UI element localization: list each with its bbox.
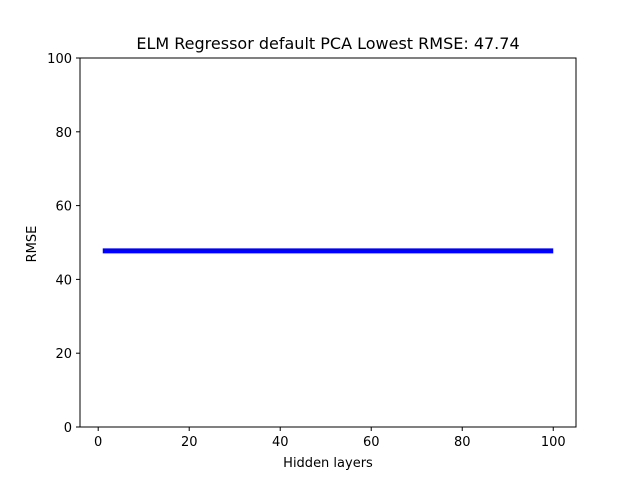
x-axis: 0 20 40 60 80 100 [94,427,566,450]
y-tick-label: 60 [55,200,72,215]
x-tick-label: 40 [272,435,289,450]
y-tick-label: 40 [55,273,72,288]
x-axis-label: Hidden layers [283,456,373,471]
plot-area [79,57,577,428]
x-tick-label: 100 [541,435,566,450]
x-tick-label: 60 [363,435,380,450]
x-tick-label: 20 [181,435,198,450]
y-tick-label: 80 [55,126,72,141]
chart-title: ELM Regressor default PCA Lowest RMSE: 4… [136,34,519,53]
x-tick-label: 80 [454,435,471,450]
y-axis-label: RMSE [25,226,40,263]
x-tick-label: 0 [94,435,102,450]
y-tick-label: 0 [64,421,72,436]
y-tick-label: 100 [47,52,72,67]
y-tick-label: 20 [55,347,72,362]
y-axis: 0 20 40 60 80 100 [47,52,80,436]
plot-frame [79,57,577,428]
